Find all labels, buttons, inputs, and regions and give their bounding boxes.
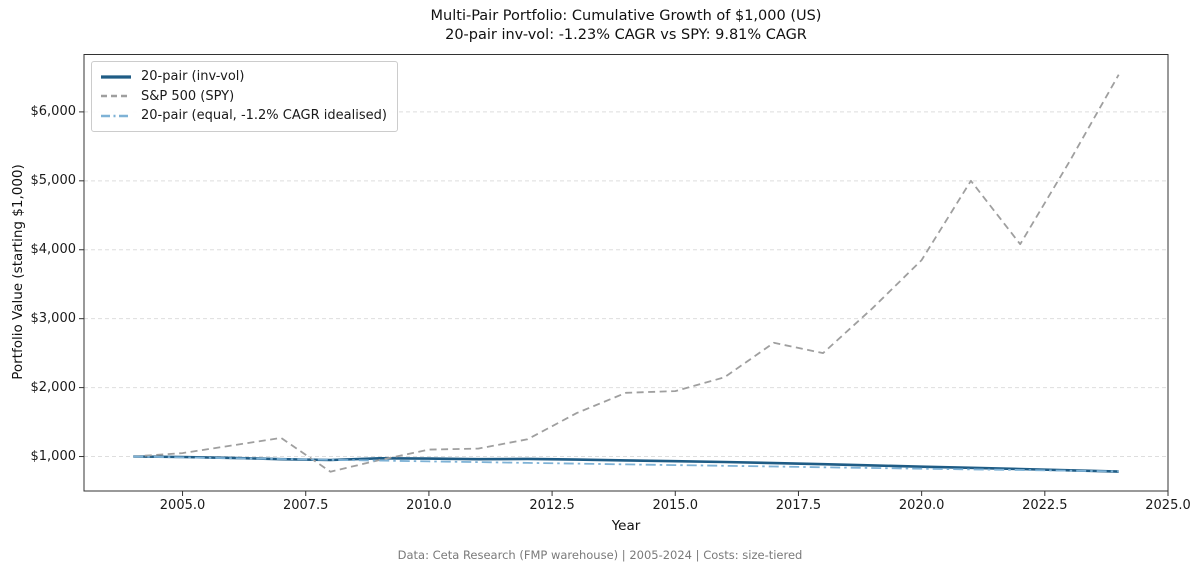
x-tick-label: 2015.0 xyxy=(652,498,699,513)
chart-title: Multi-Pair Portfolio: Cumulative Growth … xyxy=(84,7,1168,45)
x-tick-label: 2012.5 xyxy=(529,498,575,513)
series-line-3 xyxy=(133,455,1119,473)
legend: 20-pair (inv-vol) S&P 500 (SPY) 20-pair (e… xyxy=(91,61,398,132)
plot-frame xyxy=(83,54,1169,492)
legend-swatch-1 xyxy=(101,75,131,79)
x-tick-label: 2005.0 xyxy=(159,498,206,513)
y-tick-label: $5,000 xyxy=(30,172,77,188)
x-tick-label: 2007.5 xyxy=(282,498,329,513)
x-tick-label: 2010.0 xyxy=(406,498,452,513)
x-tick-label: 2017.5 xyxy=(775,498,822,513)
legend-label-2: S&P 500 (SPY) xyxy=(141,88,235,104)
legend-swatch-3 xyxy=(101,114,131,117)
chart-title-line2: 20-pair inv-vol: -1.23% CAGR vs SPY: 9.8… xyxy=(445,27,807,43)
chart-title-line1: Multi-Pair Portfolio: Cumulative Growth … xyxy=(430,8,822,24)
y-tick-label: $4,000 xyxy=(30,241,77,257)
legend-swatch-2 xyxy=(101,95,131,98)
x-axis-label: Year xyxy=(611,518,641,534)
x-tick-label: 2020.0 xyxy=(898,498,945,513)
legend-item-3: 20-pair (equal, -1.2% CAGR idealised) xyxy=(100,106,387,126)
series-line-2 xyxy=(133,74,1120,473)
legend-label-1: 20-pair (inv-vol) xyxy=(141,69,245,85)
footer-caption: Data: Ceta Research (FMP warehouse) | 20… xyxy=(397,548,803,562)
y-tick-label: $1,000 xyxy=(30,448,77,464)
legend-label-3: 20-pair (equal, -1.2% CAGR idealised) xyxy=(141,108,387,124)
legend-item-1: 20-pair (inv-vol) xyxy=(100,67,387,87)
y-tick-label: $3,000 xyxy=(30,310,77,326)
legend-item-2: S&P 500 (SPY) xyxy=(100,87,387,107)
y-tick-label: $2,000 xyxy=(30,379,77,395)
x-tick-label: 2025.0 xyxy=(1145,498,1191,513)
plot-area xyxy=(79,54,1169,496)
y-tick-label: $6,000 xyxy=(30,103,77,119)
x-tick-label: 2022.5 xyxy=(1022,498,1068,513)
